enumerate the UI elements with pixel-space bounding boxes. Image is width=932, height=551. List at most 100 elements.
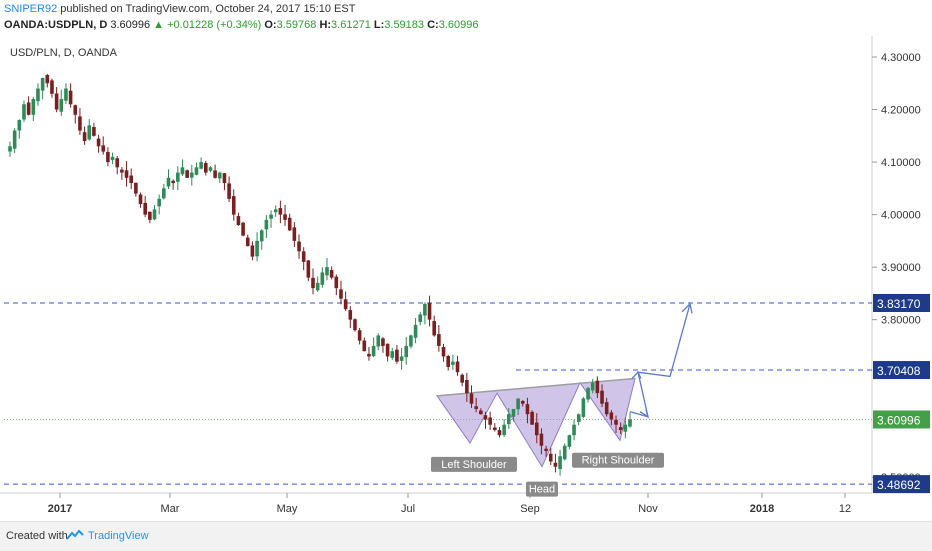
candle-body — [371, 345, 376, 357]
candle-body — [115, 158, 120, 168]
candle-body — [17, 120, 22, 131]
candle-body — [315, 282, 320, 291]
x-tick-label: 12 — [839, 503, 851, 515]
price-tag-box — [873, 410, 930, 429]
candle-body — [460, 374, 464, 383]
open-label: O: — [264, 19, 277, 31]
price-tag-box — [873, 475, 930, 494]
candle-body — [50, 80, 54, 94]
candle-body — [628, 419, 632, 427]
candle-body — [213, 170, 217, 178]
candle-body — [106, 151, 110, 163]
candle-body — [553, 462, 558, 467]
candle-body — [441, 346, 446, 357]
candle-body — [231, 196, 236, 215]
candle-body — [36, 88, 40, 102]
annotation-box — [431, 456, 517, 472]
tradingview-brand-link[interactable]: TradingView — [88, 530, 149, 542]
candle-body — [22, 104, 26, 120]
candle-body — [259, 230, 264, 242]
candle-body — [101, 145, 106, 152]
candle-body — [353, 319, 357, 331]
candle-body — [278, 208, 283, 215]
candle-body — [68, 90, 73, 105]
arrow-head — [631, 371, 642, 379]
y-tick-label: 3.80000 — [881, 315, 921, 327]
x-tick-label: May — [277, 503, 298, 515]
candle-body — [618, 427, 623, 430]
candle-body — [92, 127, 96, 136]
candle-body — [548, 453, 553, 462]
candle-body — [413, 324, 418, 338]
candle-body — [166, 177, 171, 187]
candle-body — [497, 430, 502, 436]
x-tick-label: Nov — [638, 503, 658, 515]
candle-body — [148, 211, 152, 220]
candle-body — [451, 361, 455, 365]
candle-body — [241, 222, 245, 236]
candle-body — [623, 424, 628, 432]
candle-body — [120, 169, 124, 173]
level-lines — [4, 302, 872, 485]
candle-body — [511, 408, 516, 417]
candle-body — [194, 167, 199, 175]
last-price: 3.60996 — [110, 19, 151, 31]
x-tick-label: 2017 — [48, 503, 72, 515]
price-tag-label: 3.83170 — [877, 297, 921, 311]
low-value: 3.59183 — [384, 19, 425, 31]
candle-body — [301, 251, 306, 262]
candle-body — [185, 170, 189, 178]
candle-body — [152, 209, 157, 220]
candle-body — [479, 410, 483, 415]
candle-body — [162, 188, 166, 199]
candle-body — [385, 343, 390, 357]
tradingview-logo-icon — [66, 529, 84, 540]
arrow-head — [639, 409, 650, 419]
candle-body — [539, 433, 544, 446]
candle-body — [376, 335, 381, 347]
close-label: C: — [427, 19, 439, 31]
x-tick-label: Sep — [520, 503, 540, 515]
ohlc-line: OANDA:USDPLN, D 3.60996 ▲ +0.01228 (+0.3… — [4, 19, 478, 31]
high-value: 3.61271 — [331, 19, 371, 31]
time-axis: 2017 Mar May Jul Sep Nov 2018 12 — [48, 493, 851, 515]
y-tick-label: 4.00000 — [881, 210, 921, 222]
candle-body — [604, 402, 609, 415]
candle-body — [506, 414, 511, 425]
author-link[interactable]: SNIPER92 — [4, 3, 58, 15]
price-chart[interactable]: USD/PLN, D, OANDA 4.300004.200004.100004… — [0, 36, 932, 521]
candle-body — [432, 321, 437, 336]
candle-body — [488, 417, 492, 425]
candle-body — [40, 78, 45, 91]
high-label: H: — [319, 19, 332, 31]
candle-body — [222, 173, 227, 184]
footer-bar: Created with TradingView — [0, 521, 932, 551]
candle-body — [469, 393, 474, 404]
candle-body — [143, 202, 147, 215]
candle-body — [54, 93, 59, 110]
candle-body — [176, 172, 180, 182]
candle-body — [31, 99, 36, 115]
candle-body — [348, 310, 353, 320]
price-tag-label: 3.48692 — [877, 478, 921, 492]
candle-body — [339, 289, 343, 299]
candle-body — [590, 382, 595, 391]
open-value: 3.59768 — [276, 19, 317, 31]
x-tick-label: 2018 — [750, 503, 774, 515]
candle-body — [134, 182, 138, 194]
x-tick-label: Mar — [161, 503, 180, 515]
candle-body — [390, 351, 395, 358]
candle-body — [544, 448, 548, 451]
candle-body — [73, 105, 78, 115]
x-tick-label: Jul — [401, 503, 415, 515]
candle-body — [465, 380, 469, 394]
y-tick-label: 3.90000 — [881, 262, 921, 274]
candlesticks — [8, 73, 632, 476]
candle-body — [245, 237, 250, 247]
price-tag-label: 3.60996 — [877, 413, 921, 427]
annotation-box — [572, 452, 664, 468]
candle-body — [567, 435, 572, 447]
arrow-head — [681, 302, 693, 314]
candle-body — [129, 175, 134, 184]
